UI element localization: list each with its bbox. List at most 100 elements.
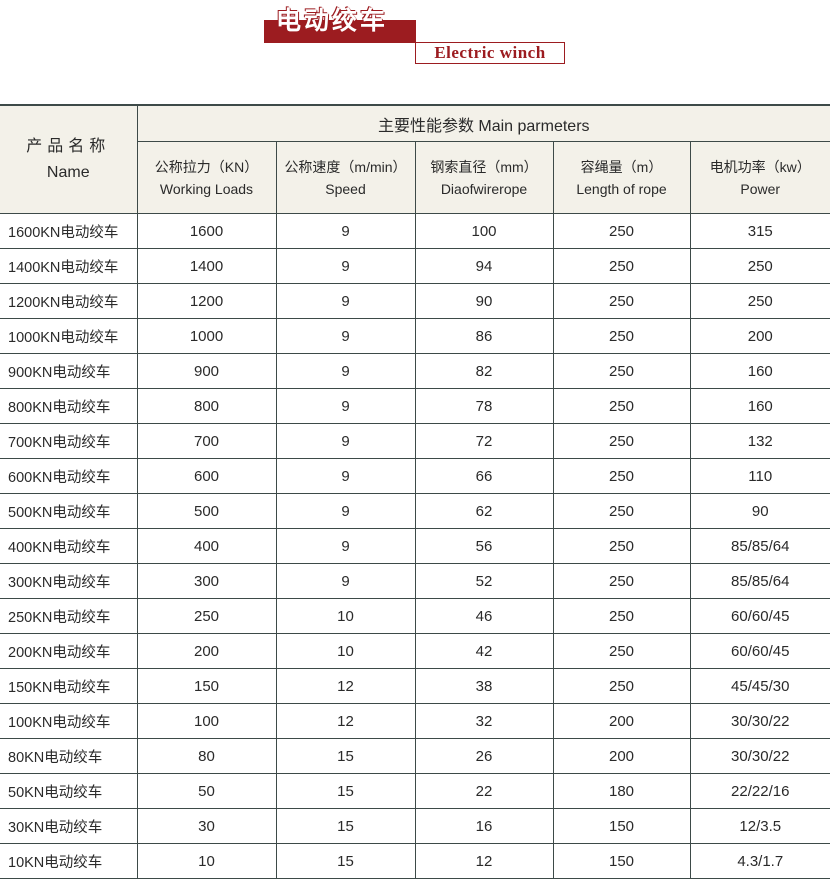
motor-power-cell: 200 xyxy=(689,318,830,354)
speed-cell: 15 xyxy=(275,738,416,774)
table-row: 600KN电动绞车 600 9 66 250 110 xyxy=(0,458,830,494)
product-name-cell: 300KN电动绞车 xyxy=(0,563,138,599)
working-load-cell: 10 xyxy=(136,843,277,879)
rope-length-cell: 250 xyxy=(552,598,691,634)
speed-cell: 9 xyxy=(275,213,416,249)
working-load-cell: 1200 xyxy=(136,283,277,319)
column-header-en: Working Loads xyxy=(159,180,254,197)
working-load-cell: 700 xyxy=(136,423,277,459)
table-row: 300KN电动绞车 300 9 52 250 85/85/64 xyxy=(0,563,830,599)
column-header: 公称速度（m/min） Speed xyxy=(275,141,416,214)
name-header-cn: 产品名称 xyxy=(26,137,111,155)
column-header-cn: 公称拉力（KN） xyxy=(154,158,259,175)
column-header-cn: 钢索直径（mm） xyxy=(430,158,538,175)
rope-diameter-cell: 62 xyxy=(414,493,554,529)
motor-power-cell: 250 xyxy=(689,248,830,284)
rope-diameter-cell: 56 xyxy=(414,528,554,564)
working-load-cell: 250 xyxy=(136,598,277,634)
name-header-en: Name xyxy=(46,163,90,181)
working-load-cell: 1000 xyxy=(136,318,277,354)
column-header-en: Speed xyxy=(325,180,366,197)
rope-diameter-cell: 66 xyxy=(414,458,554,494)
table-row: 1600KN电动绞车 1600 9 100 250 315 xyxy=(0,213,830,249)
motor-power-cell: 22/22/16 xyxy=(689,773,830,809)
motor-power-cell: 90 xyxy=(689,493,830,529)
rope-diameter-cell: 52 xyxy=(414,563,554,599)
working-load-cell: 30 xyxy=(136,808,277,844)
motor-power-cell: 60/60/45 xyxy=(689,633,830,669)
table-row: 900KN电动绞车 900 9 82 250 160 xyxy=(0,353,830,389)
speed-cell: 9 xyxy=(275,248,416,284)
product-name-cell: 50KN电动绞车 xyxy=(0,773,138,809)
product-name-cell: 30KN电动绞车 xyxy=(0,808,138,844)
product-name-cell: 150KN电动绞车 xyxy=(0,668,138,704)
column-header-cn: 容绳量（m） xyxy=(580,158,663,175)
rope-length-cell: 250 xyxy=(552,318,691,354)
speed-cell: 15 xyxy=(275,843,416,879)
main-parameters-header: 主要性能参数 Main parmeters xyxy=(136,104,830,142)
rope-diameter-cell: 38 xyxy=(414,668,554,704)
rope-length-cell: 250 xyxy=(552,388,691,424)
rope-length-cell: 250 xyxy=(552,213,691,249)
product-name-cell: 80KN电动绞车 xyxy=(0,738,138,774)
working-load-cell: 1400 xyxy=(136,248,277,284)
working-load-cell: 500 xyxy=(136,493,277,529)
motor-power-cell: 4.3/1.7 xyxy=(689,843,830,879)
product-name-cell: 200KN电动绞车 xyxy=(0,633,138,669)
rope-diameter-cell: 94 xyxy=(414,248,554,284)
table-row: 100KN电动绞车 100 12 32 200 30/30/22 xyxy=(0,703,830,739)
name-column-header: 产品名称 Name xyxy=(0,104,138,214)
speed-cell: 12 xyxy=(275,703,416,739)
rope-diameter-cell: 86 xyxy=(414,318,554,354)
column-header: 公称拉力（KN） Working Loads xyxy=(137,141,277,214)
rope-length-cell: 200 xyxy=(552,703,691,739)
table-row: 200KN电动绞车 200 10 42 250 60/60/45 xyxy=(0,633,830,669)
column-header-en: Power xyxy=(740,180,781,197)
speed-cell: 9 xyxy=(275,458,416,494)
rope-diameter-cell: 100 xyxy=(414,213,554,249)
title-banner xyxy=(264,20,416,43)
table-row: 1000KN电动绞车 1000 9 86 250 200 xyxy=(0,318,830,354)
motor-power-cell: 315 xyxy=(689,213,830,249)
working-load-cell: 300 xyxy=(136,563,277,599)
table-row: 700KN电动绞车 700 9 72 250 132 xyxy=(0,423,830,459)
working-load-cell: 80 xyxy=(136,738,277,774)
winch-parameters-table: 产品名称 Name 主要性能参数 Main parmeters 公称拉力（KN）… xyxy=(0,104,830,879)
rope-diameter-cell: 12 xyxy=(414,843,554,879)
title-english: Electric winch xyxy=(415,42,565,64)
product-name-cell: 800KN电动绞车 xyxy=(0,388,138,424)
rope-diameter-cell: 26 xyxy=(414,738,554,774)
column-header-cn: 电机功率（kw） xyxy=(709,158,811,175)
rope-length-cell: 250 xyxy=(552,248,691,284)
speed-cell: 9 xyxy=(275,318,416,354)
table-row: 1200KN电动绞车 1200 9 90 250 250 xyxy=(0,283,830,319)
rope-diameter-cell: 32 xyxy=(414,703,554,739)
speed-cell: 12 xyxy=(275,668,416,704)
rope-length-cell: 250 xyxy=(552,493,691,529)
table-row: 30KN电动绞车 30 15 16 150 12/3.5 xyxy=(0,808,830,844)
working-load-cell: 400 xyxy=(136,528,277,564)
table-row: 150KN电动绞车 150 12 38 250 45/45/30 xyxy=(0,668,830,704)
rope-diameter-cell: 82 xyxy=(414,353,554,389)
rope-diameter-cell: 42 xyxy=(414,633,554,669)
column-header: 容绳量（m） Length of rope xyxy=(552,141,691,214)
product-name-cell: 900KN电动绞车 xyxy=(0,353,138,389)
rope-length-cell: 180 xyxy=(552,773,691,809)
motor-power-cell: 160 xyxy=(689,388,830,424)
speed-cell: 10 xyxy=(275,598,416,634)
speed-cell: 9 xyxy=(275,283,416,319)
rope-length-cell: 200 xyxy=(552,738,691,774)
table-row: 10KN电动绞车 10 15 12 150 4.3/1.7 xyxy=(0,843,830,879)
motor-power-cell: 250 xyxy=(689,283,830,319)
working-load-cell: 150 xyxy=(136,668,277,704)
speed-cell: 15 xyxy=(275,773,416,809)
column-header-en: Length of rope xyxy=(576,180,667,197)
product-name-cell: 100KN电动绞车 xyxy=(0,703,138,739)
column-header-en: Diaofwirerope xyxy=(440,180,528,197)
motor-power-cell: 30/30/22 xyxy=(689,738,830,774)
rope-diameter-cell: 22 xyxy=(414,773,554,809)
rope-length-cell: 250 xyxy=(552,563,691,599)
product-name-cell: 1000KN电动绞车 xyxy=(0,318,138,354)
speed-cell: 9 xyxy=(275,563,416,599)
product-name-cell: 1400KN电动绞车 xyxy=(0,248,138,284)
